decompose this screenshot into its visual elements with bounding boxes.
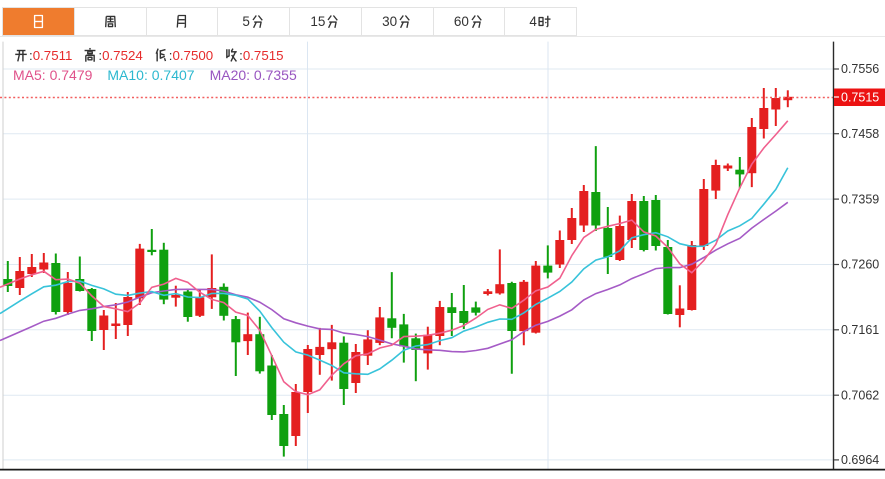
svg-text:0.7161: 0.7161 [841,323,879,337]
svg-text:0.7062: 0.7062 [841,388,879,402]
svg-text:0.6964: 0.6964 [841,453,879,467]
svg-text:0.7556: 0.7556 [841,62,879,76]
svg-text:0.7458: 0.7458 [841,127,879,141]
svg-text:0.7515: 0.7515 [841,91,879,105]
svg-text:0.7359: 0.7359 [841,192,879,206]
svg-text:0.7260: 0.7260 [841,258,879,272]
